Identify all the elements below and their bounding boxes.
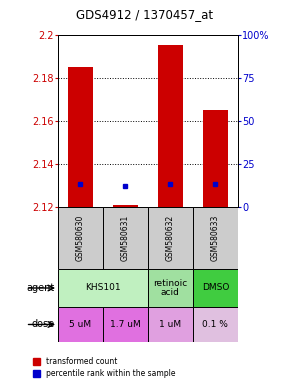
Text: 1 uM: 1 uM	[159, 320, 182, 329]
Bar	[193, 207, 238, 269]
Text: dose: dose	[32, 319, 55, 329]
Legend: transformed count, percentile rank within the sample: transformed count, percentile rank withi…	[33, 357, 175, 378]
Bar	[113, 205, 138, 207]
Text: 5 uM: 5 uM	[69, 320, 92, 329]
Text: GDS4912 / 1370457_at: GDS4912 / 1370457_at	[77, 8, 213, 21]
Bar	[193, 269, 238, 307]
Text: retinoic
acid: retinoic acid	[153, 279, 188, 297]
Bar	[58, 269, 148, 307]
Bar	[103, 207, 148, 269]
Bar	[148, 269, 193, 307]
Text: 0.1 %: 0.1 %	[202, 320, 228, 329]
Bar	[158, 45, 183, 207]
Bar	[148, 207, 193, 269]
Bar	[58, 207, 103, 269]
Text: GSM580632: GSM580632	[166, 215, 175, 261]
Bar	[193, 307, 238, 342]
Text: agent: agent	[27, 283, 55, 293]
Bar	[58, 307, 103, 342]
Bar	[148, 307, 193, 342]
Text: KHS101: KHS101	[85, 283, 121, 293]
Text: GSM580633: GSM580633	[211, 215, 220, 261]
Text: GSM580630: GSM580630	[76, 215, 85, 261]
Bar	[203, 110, 228, 207]
Text: DMSO: DMSO	[202, 283, 229, 293]
Bar	[103, 307, 148, 342]
Bar	[68, 67, 93, 207]
Text: 1.7 uM: 1.7 uM	[110, 320, 141, 329]
Text: GSM580631: GSM580631	[121, 215, 130, 261]
